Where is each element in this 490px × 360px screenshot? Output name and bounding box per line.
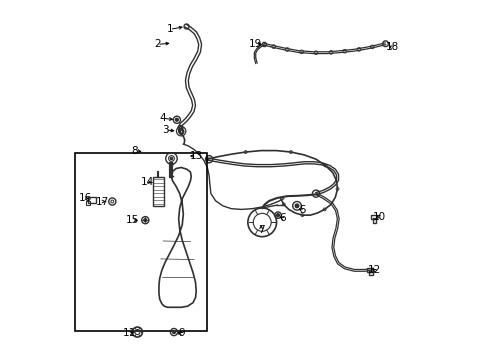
Text: 12: 12 [368,265,381,275]
Text: 10: 10 [373,212,386,221]
Circle shape [144,219,147,222]
Text: 15: 15 [125,215,139,225]
Bar [74,153,207,330]
Circle shape [171,157,172,159]
Text: 16: 16 [79,193,92,203]
Bar [369,271,373,275]
Text: 6: 6 [279,213,286,223]
Circle shape [295,204,299,208]
Bar [153,177,164,206]
Text: 2: 2 [154,40,160,49]
Text: 18: 18 [386,42,399,52]
Text: 3: 3 [162,125,169,135]
Bar [370,215,377,219]
Text: 17: 17 [96,197,109,207]
Bar [87,201,90,206]
Circle shape [175,118,178,121]
Text: 19: 19 [249,39,262,49]
Text: 8: 8 [132,145,138,156]
Text: 11: 11 [123,328,136,338]
Text: 7: 7 [258,225,265,235]
Text: 14: 14 [141,177,154,187]
Text: 5: 5 [299,206,306,216]
Bar [373,219,376,223]
Text: 1: 1 [167,24,173,35]
Text: 9: 9 [178,328,185,338]
Text: 13: 13 [190,151,203,161]
Bar [88,197,96,203]
Circle shape [276,214,279,217]
Circle shape [172,330,175,333]
Bar [367,267,373,272]
Text: 4: 4 [160,113,167,123]
